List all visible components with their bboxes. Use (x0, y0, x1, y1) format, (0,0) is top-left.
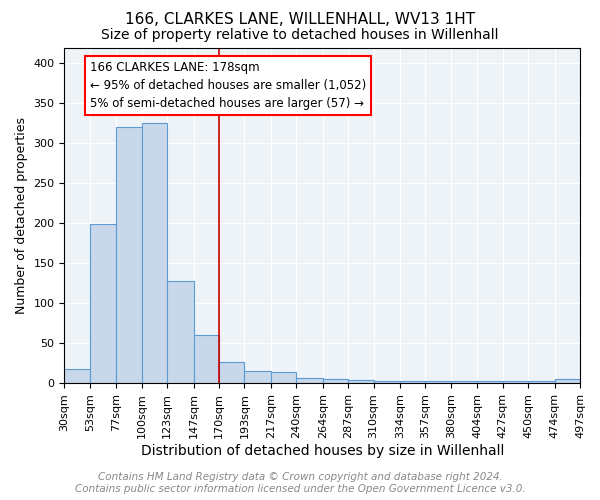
Bar (323, 379, 348, 383)
Bar (244, 371, 271, 383)
Bar (194, 335, 219, 383)
Bar (451, 380, 478, 383)
Bar (503, 380, 528, 383)
Bar (528, 380, 554, 383)
Bar (478, 380, 503, 383)
Bar (219, 362, 244, 383)
Bar (296, 378, 323, 383)
X-axis label: Distribution of detached houses by size in Willenhall: Distribution of detached houses by size … (140, 444, 504, 458)
Bar (554, 379, 580, 383)
Text: 166, CLARKES LANE, WILLENHALL, WV13 1HT: 166, CLARKES LANE, WILLENHALL, WV13 1HT (125, 12, 475, 28)
Bar (374, 380, 400, 383)
Bar (425, 380, 451, 383)
Text: Contains HM Land Registry data © Crown copyright and database right 2024.
Contai: Contains HM Land Registry data © Crown c… (74, 472, 526, 494)
Bar (271, 372, 296, 383)
Y-axis label: Number of detached properties: Number of detached properties (15, 117, 28, 314)
Bar (142, 124, 167, 383)
Bar (167, 281, 194, 383)
Bar (116, 128, 142, 383)
Bar (400, 380, 425, 383)
Text: 166 CLARKES LANE: 178sqm
← 95% of detached houses are smaller (1,052)
5% of semi: 166 CLARKES LANE: 178sqm ← 95% of detach… (90, 61, 366, 110)
Bar (348, 380, 374, 383)
Text: Size of property relative to detached houses in Willenhall: Size of property relative to detached ho… (101, 28, 499, 42)
Bar (90, 224, 116, 383)
Bar (64, 368, 90, 383)
